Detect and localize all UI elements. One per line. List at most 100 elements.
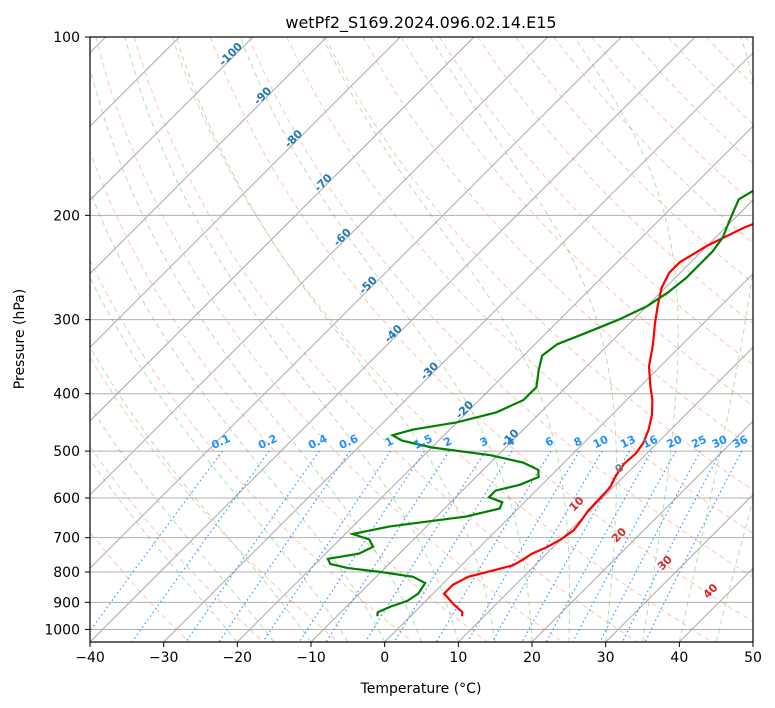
y-tick-label: 900 [53, 595, 80, 611]
dry-adiabat [744, 37, 753, 47]
dry-adiabat [477, 37, 753, 325]
wetbulb-label: 40 [701, 581, 721, 601]
isotherm-line [163, 51, 753, 642]
mixing-ratio-line [325, 450, 450, 642]
isotherm-label: -60 [331, 226, 354, 249]
moist-adiabat [90, 276, 349, 642]
background-grid-lines [90, 37, 753, 642]
mixing-ratio-line [393, 450, 513, 642]
dry-adiabat [400, 37, 753, 407]
dry-adiabat [629, 37, 753, 165]
dry-adiabat [248, 37, 753, 578]
mixing-ratio-line [185, 450, 320, 642]
temperature-profile-line [442, 222, 753, 617]
mixing-ratio-line [572, 450, 677, 642]
isotherm-label: -100 [216, 40, 245, 69]
dry-adiabat [95, 37, 563, 642]
moist-adiabat [90, 345, 312, 642]
mixing-ratio-label: 36 [731, 433, 751, 451]
moist-adiabat [175, 37, 496, 642]
dry-adiabat [706, 37, 753, 86]
mixing-ratio-label: 0.4 [306, 432, 329, 452]
isotherm-line [90, 37, 549, 496]
isotherm-line [236, 125, 753, 642]
isotherm-line [90, 37, 475, 422]
mixing-ratio-label: 3 [478, 434, 490, 449]
isotherm-line [384, 272, 753, 642]
mixing-ratio-line [521, 450, 631, 642]
isotherm-label: -10 [498, 426, 521, 449]
x-tick-label: 0 [380, 650, 389, 666]
dry-adiabat [668, 37, 753, 125]
x-tick-label: 40 [670, 650, 688, 666]
x-tick-label: 10 [449, 650, 467, 666]
isotherm-line [90, 37, 254, 201]
line-labels: 0.1 0.2 0.4 0.6 1 1.5 2 3 4 6 8 10 13 16 20 25 30 36-100-… [209, 40, 750, 601]
y-tick-label: 700 [53, 531, 80, 547]
isotherm-line [90, 37, 696, 642]
isotherm-line [90, 37, 401, 349]
isotherm-line [310, 199, 753, 642]
y-tick-label: 1000 [44, 622, 80, 638]
y-axis-label: Pressure (hPa) [12, 289, 28, 389]
x-axis-label: Temperature (°C) [360, 681, 482, 697]
mixing-ratio-line [545, 450, 653, 642]
isotherm-label: -40 [382, 322, 405, 345]
y-tick-label: 600 [53, 491, 80, 507]
x-tick-label: −30 [149, 650, 179, 666]
x-tick-label: −10 [296, 650, 326, 666]
wetbulb-label: 30 [655, 553, 675, 573]
moist-adiabat [90, 65, 422, 642]
mixing-ratio-line [599, 450, 702, 642]
dry-adiabat [90, 356, 339, 642]
mixing-ratio-line [90, 450, 223, 632]
sounding-series [326, 189, 753, 617]
mixing-ratio-label: 16 [640, 433, 660, 451]
moist-adiabat [90, 405, 275, 642]
plot-frame [89, 36, 754, 643]
x-tick-label: 20 [523, 650, 541, 666]
mixing-ratio-line [466, 450, 580, 642]
dry-adiabat [90, 150, 488, 642]
dry-adiabat [515, 37, 753, 284]
mixing-ratio-line [131, 450, 270, 642]
mixing-ratio-label: 13 [618, 433, 637, 451]
dry-adiabat [171, 37, 712, 642]
mixing-ratio-line [435, 450, 552, 642]
mixing-ratio-label: 8 [572, 434, 584, 449]
y-tick-label: 100 [53, 30, 80, 46]
mixing-ratio-label: 0.1 [209, 432, 232, 452]
dry-adiabat [133, 37, 638, 642]
mixing-ratio-label: 25 [689, 433, 708, 451]
x-tick-label: −40 [75, 650, 105, 666]
y-tick-label: 800 [53, 565, 80, 581]
isotherm-line [90, 37, 328, 275]
dry-adiabat [438, 37, 753, 366]
mixing-ratio-label: 30 [710, 433, 730, 451]
dry-adiabat [210, 37, 753, 623]
chart-title: wetPf2_S169.2024.096.02.14.E15 [285, 13, 556, 33]
mixing-ratio-label: 10 [591, 433, 611, 451]
moist-adiabat [124, 37, 459, 642]
moist-adiabat [715, 498, 753, 642]
x-tick-label: 50 [744, 650, 762, 666]
y-tick-label: 500 [53, 444, 80, 460]
dry-adiabat [90, 259, 414, 642]
dry-adiabat [362, 37, 753, 449]
y-tick-label: 300 [53, 313, 80, 329]
mixing-ratio-line [364, 450, 486, 642]
wetbulb-label: 10 [567, 494, 587, 514]
mixing-ratio-line [218, 450, 351, 642]
mixing-ratio-label: 20 [665, 433, 685, 451]
isotherm-line [752, 641, 753, 642]
mixing-ratio-label: 2 [442, 434, 454, 449]
isotherm-line [457, 346, 753, 642]
x-tick-label: −20 [223, 650, 253, 666]
mixing-ratio-line [491, 450, 603, 642]
isotherm-line [90, 37, 622, 570]
y-tick-label: 400 [53, 387, 80, 403]
dry-adiabat [90, 445, 264, 642]
axes: −40 −30 −20 −10 0 10 20 30 40 50 100 200 300 400 500 60… [44, 30, 762, 666]
x-tick-label: 30 [597, 650, 615, 666]
